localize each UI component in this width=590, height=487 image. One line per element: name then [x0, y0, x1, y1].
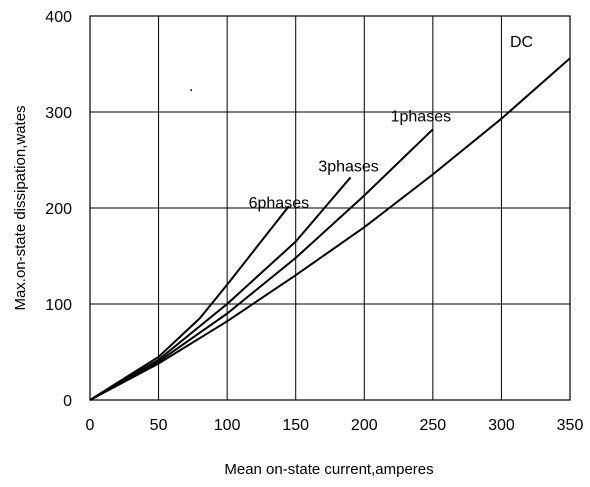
y-tick-label: 400 — [45, 9, 72, 26]
plot-area — [89, 15, 571, 401]
series-line-dc — [89, 57, 571, 401]
series-label-6phases: 6phases — [249, 195, 310, 212]
series-label-dc: DC — [510, 34, 533, 51]
y-tick-label: 300 — [45, 105, 72, 122]
stray-mark: . — [189, 78, 193, 95]
series-label-3phases: 3phases — [318, 158, 379, 175]
tick-labels: 0 50 100 150 200 250 300 350 0 100 200 300 400 — [45, 9, 583, 434]
series-lines — [89, 57, 571, 401]
series-line-1phases — [89, 128, 434, 401]
series-labels: DC 1phases 3phases 6phases — [249, 34, 534, 212]
series-line-6phases — [89, 205, 290, 401]
series-line-3phases — [89, 176, 352, 401]
x-axis-label: Mean on-state current,amperes — [224, 461, 433, 478]
y-tick-label: 200 — [45, 201, 72, 218]
x-tick-label: 250 — [420, 417, 447, 434]
x-tick-label: 200 — [351, 417, 378, 434]
x-tick-label: 100 — [214, 417, 241, 434]
series-label-1phases: 1phases — [391, 108, 452, 125]
y-tick-label: 0 — [63, 393, 72, 410]
y-tick-label: 100 — [45, 297, 72, 314]
x-tick-label: 50 — [150, 417, 168, 434]
x-tick-label: 150 — [282, 417, 309, 434]
y-axis-label: Max.on-state dissipation,wates — [12, 105, 29, 310]
x-tick-label: 300 — [488, 417, 515, 434]
x-tick-label: 0 — [86, 417, 95, 434]
x-tick-label: 350 — [557, 417, 584, 434]
grid — [90, 16, 570, 400]
